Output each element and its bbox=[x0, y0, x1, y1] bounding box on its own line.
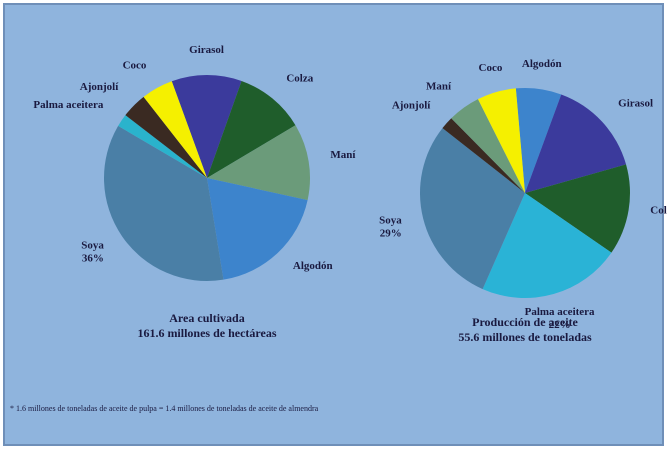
pie-slice bbox=[207, 178, 308, 280]
pie-slice bbox=[477, 88, 525, 193]
slice-label: Maní bbox=[330, 149, 356, 161]
chart-title: Producción de aceite bbox=[472, 315, 578, 329]
pie-slice bbox=[125, 96, 207, 178]
slice-label: Girasol bbox=[618, 98, 653, 110]
pie-slice bbox=[207, 80, 296, 178]
slice-label: Coco bbox=[123, 60, 147, 72]
chart-subtitle: 55.6 millones de toneladas bbox=[458, 330, 592, 344]
slice-label: Algodón bbox=[522, 58, 562, 70]
pie-slice bbox=[103, 125, 224, 282]
slice-value-label: 36% bbox=[82, 253, 104, 265]
pie-slice bbox=[207, 125, 310, 201]
chart-title: Area cultivada bbox=[169, 311, 244, 325]
pie-slice bbox=[525, 94, 627, 193]
pie-slice bbox=[525, 164, 630, 253]
slice-value-label: 22% bbox=[549, 319, 571, 331]
slice-label: Coco bbox=[479, 62, 503, 74]
pie-slice bbox=[442, 118, 525, 193]
pie-slice bbox=[482, 193, 612, 299]
slice-label: Ajonjolí bbox=[392, 99, 431, 111]
slice-label: Soya bbox=[81, 240, 104, 252]
pie-slice bbox=[143, 81, 207, 178]
pie-slice bbox=[171, 75, 242, 178]
chart-subtitle: 161.6 millones de hectáreas bbox=[137, 326, 276, 340]
pie-slice bbox=[515, 88, 562, 193]
slice-value-label: 29% bbox=[380, 228, 402, 240]
slice-label: Soya bbox=[379, 215, 402, 227]
slice-label: Maní bbox=[426, 81, 452, 93]
slice-label: Colza bbox=[286, 72, 313, 84]
footnote: * 1.6 millones de toneladas de aceite de… bbox=[10, 404, 319, 413]
pie-slice bbox=[420, 128, 525, 290]
slice-label: Palma aceitera bbox=[525, 306, 595, 318]
slice-label: Algodón bbox=[293, 260, 333, 272]
slice-label: Palma aceitera bbox=[33, 99, 103, 111]
pie-slice bbox=[451, 99, 525, 193]
slice-label: Colza bbox=[650, 205, 667, 217]
slice-label: Ajonjolí bbox=[80, 81, 119, 93]
slice-label: Girasol bbox=[189, 44, 224, 56]
pie-slice bbox=[118, 115, 207, 178]
